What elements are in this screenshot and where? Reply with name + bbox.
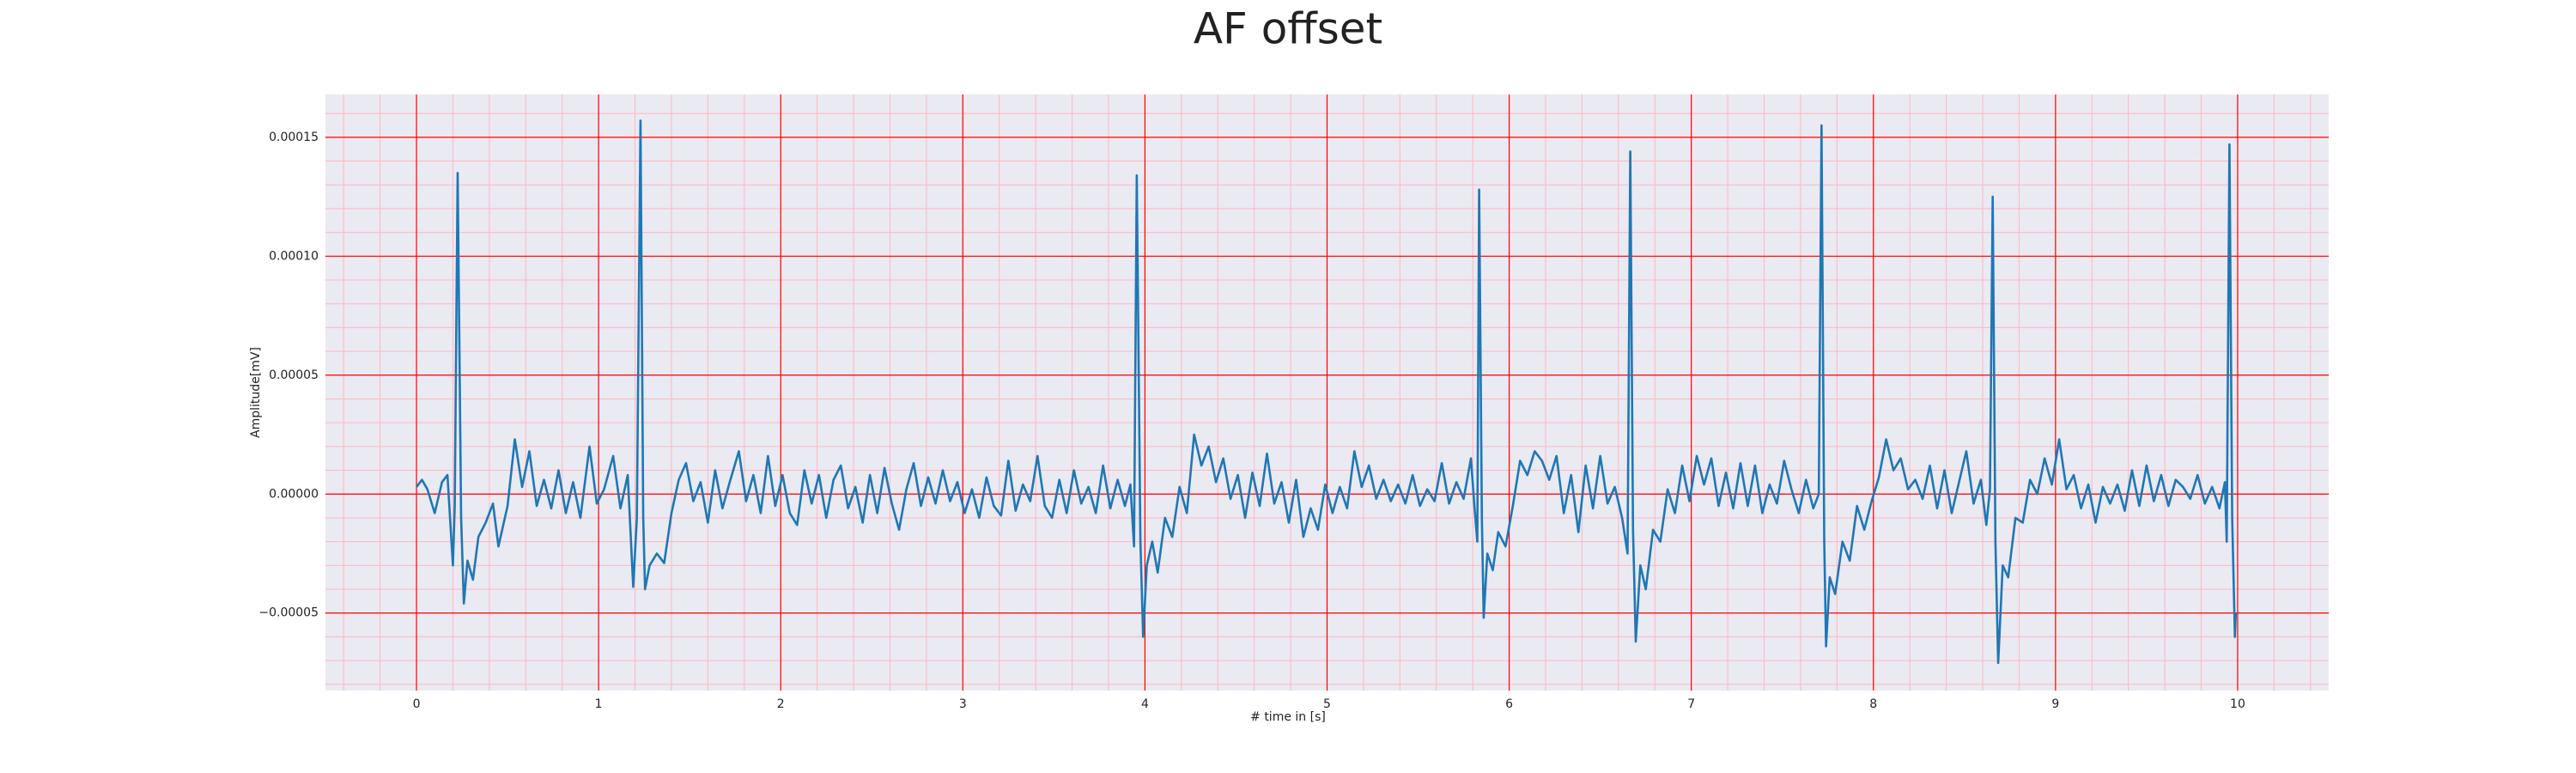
y-axis-label: Amplitude[mV] bbox=[249, 347, 263, 438]
x-tick-label: 1 bbox=[595, 697, 603, 711]
x-tick-label: 7 bbox=[1687, 697, 1695, 711]
x-axis-label: # time in [s] bbox=[1250, 710, 1326, 724]
x-tick-label: 3 bbox=[959, 697, 967, 711]
y-tick-label: 0.00000 bbox=[269, 487, 319, 501]
chart-title: AF offset bbox=[1194, 4, 1382, 54]
x-tick-label: 10 bbox=[2230, 697, 2245, 711]
y-tick-label: 0.00015 bbox=[269, 131, 319, 144]
x-tick-label: 0 bbox=[413, 697, 421, 711]
y-tick-label: 0.00005 bbox=[269, 368, 319, 382]
x-tick-label: 2 bbox=[777, 697, 785, 711]
x-tick-label: 9 bbox=[2051, 697, 2059, 711]
x-tick-label: 5 bbox=[1323, 697, 1331, 711]
data-line bbox=[416, 119, 2238, 665]
y-tick-label: −0.00005 bbox=[258, 606, 319, 620]
x-tick-label: 8 bbox=[1869, 697, 1877, 711]
x-tick-label: 6 bbox=[1505, 697, 1513, 711]
x-tick-label: 4 bbox=[1141, 697, 1149, 711]
y-tick-label: 0.00010 bbox=[269, 249, 319, 263]
